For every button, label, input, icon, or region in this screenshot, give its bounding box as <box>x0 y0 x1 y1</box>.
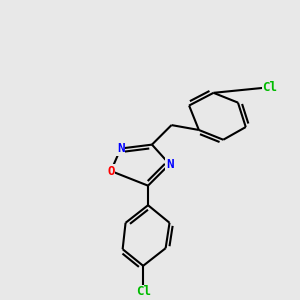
Text: N: N <box>166 158 173 171</box>
Text: Cl: Cl <box>262 81 278 94</box>
Text: O: O <box>107 164 115 178</box>
Text: Cl: Cl <box>136 285 151 298</box>
Text: N: N <box>117 142 124 155</box>
